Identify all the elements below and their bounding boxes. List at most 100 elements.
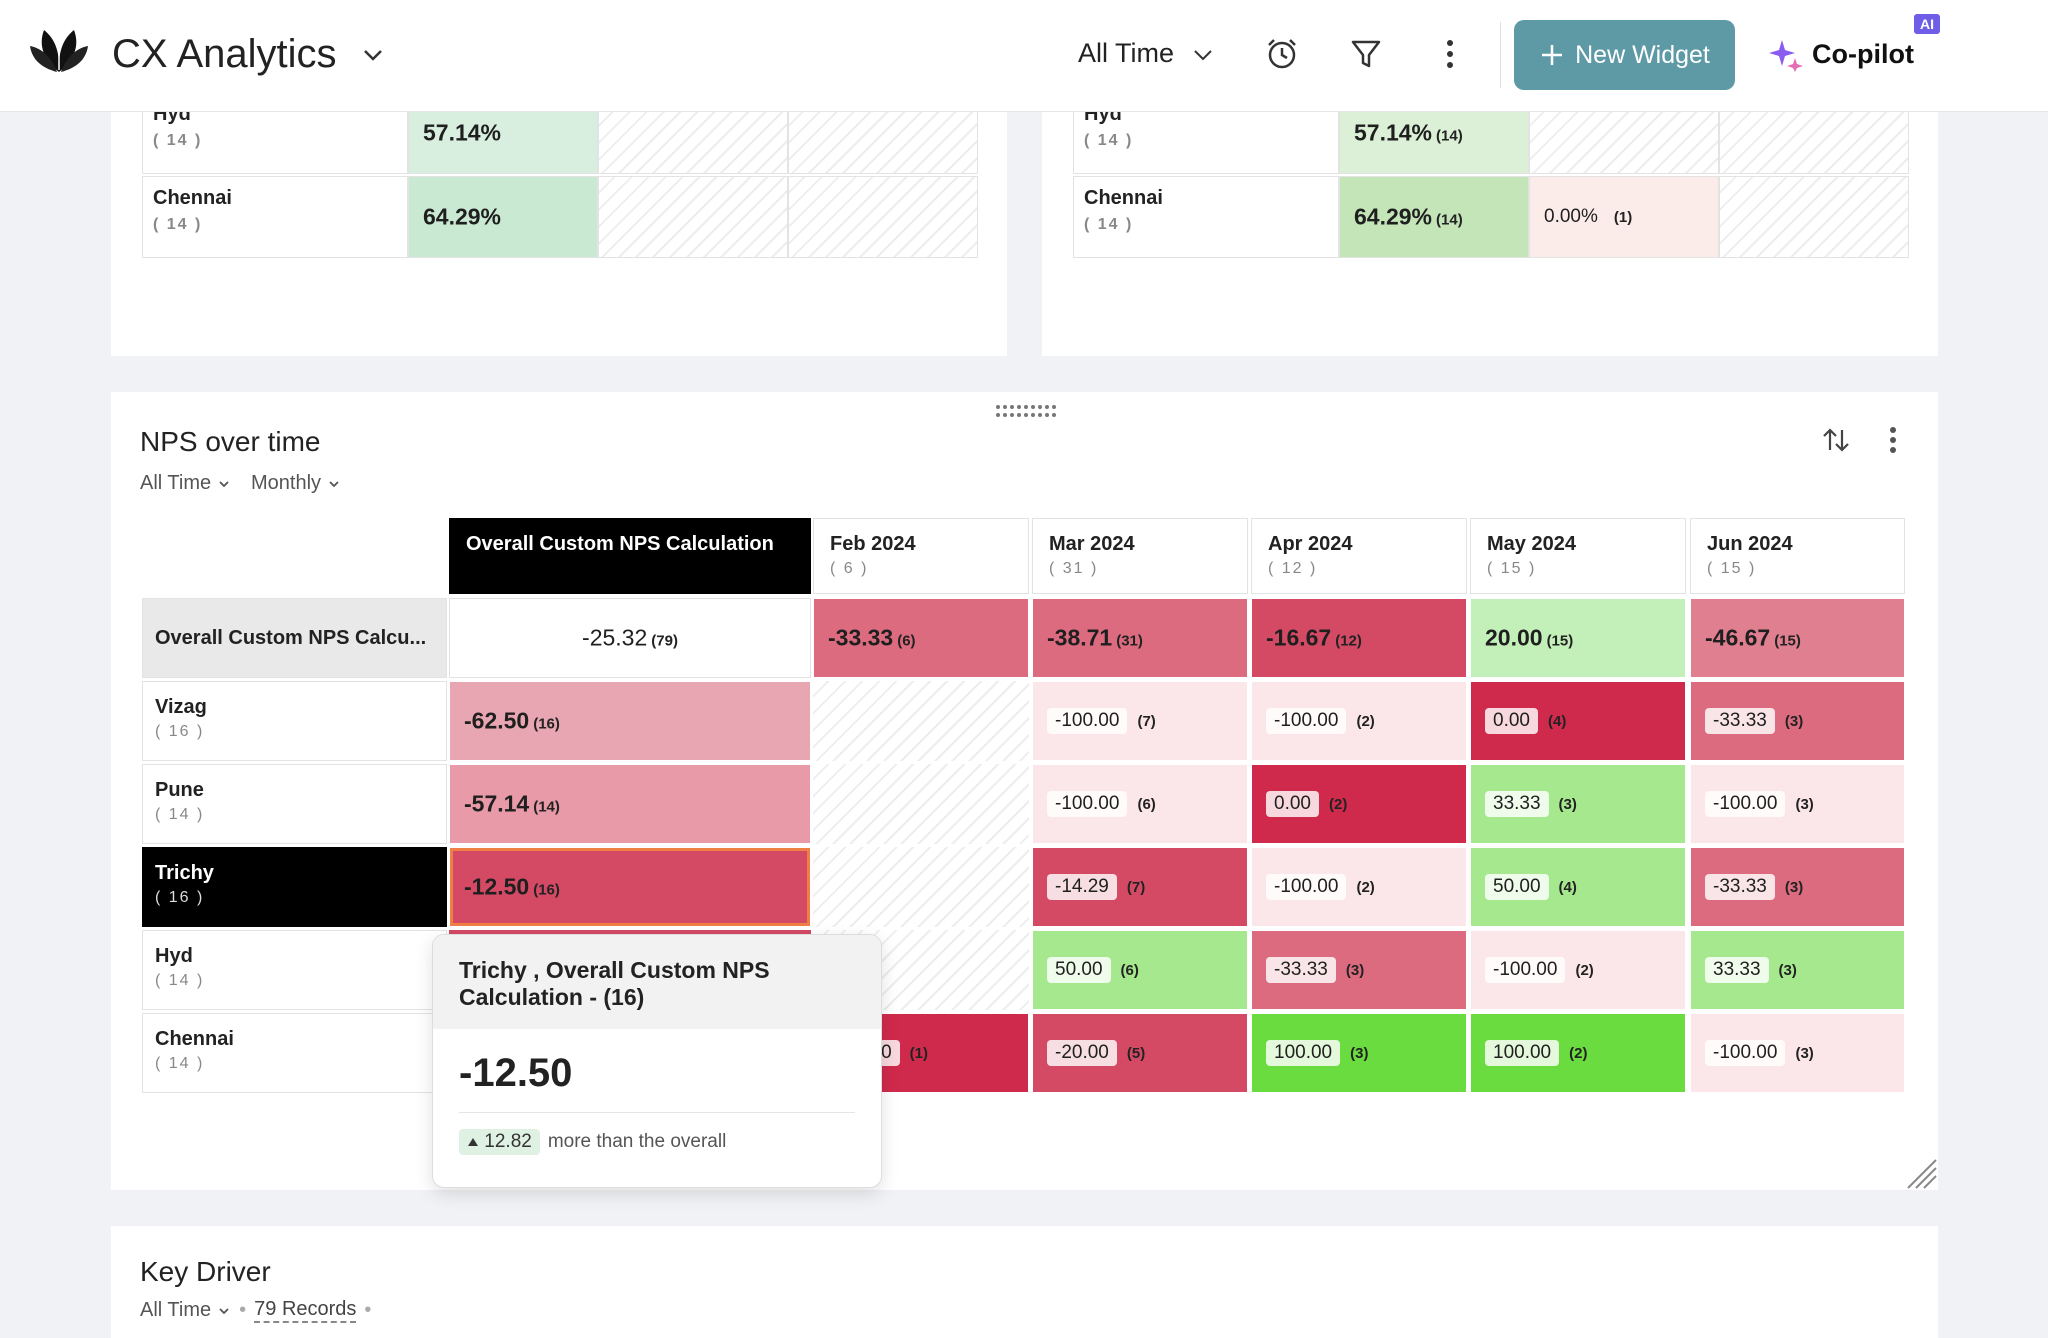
cell-count: (12) [1335, 632, 1362, 650]
row-header-overall[interactable]: Overall Custom NPS Calcu... [142, 598, 447, 678]
heatmap-cell[interactable]: -33.33 (6) [813, 598, 1029, 678]
cell-value: 64.29% [423, 203, 502, 230]
heatmap-cell[interactable]: -33.33 (3) [1690, 681, 1905, 761]
plus-icon [1542, 45, 1563, 65]
heatmap-cell[interactable]: -38.71 (31) [1032, 598, 1248, 678]
tooltip-value: -12.50 [459, 1051, 573, 1095]
heatmap-cell[interactable]: 33.33 (3) [1690, 930, 1905, 1010]
heatmap-cell[interactable]: 50.00 (4) [1470, 847, 1686, 927]
cell-value: 57.14% [1354, 119, 1433, 146]
tooltip-delta-badge: 12.82 [459, 1129, 540, 1155]
sort-icon[interactable] [1820, 424, 1852, 456]
column-header[interactable]: Jun 2024 ( 15 ) [1690, 518, 1905, 594]
heatmap-cell[interactable]: -62.50 (16) [449, 681, 811, 761]
cell-value: 100.00 [1485, 1040, 1560, 1066]
cell-count: (16) [533, 881, 560, 899]
heatmap-cell[interactable]: -20.00 (5) [1032, 1013, 1248, 1093]
row-header[interactable]: Chennai ( 14 ) [142, 1013, 447, 1093]
heatmap-cell[interactable]: 20.00 (15) [1470, 598, 1686, 678]
chevron-down-icon[interactable] [1190, 42, 1216, 68]
period-filter-dropdown[interactable]: Monthly [251, 472, 341, 495]
heatmap-cell[interactable]: 50.00 (6) [1032, 930, 1248, 1010]
value-cell[interactable]: 64.29% (14) [1339, 176, 1529, 258]
row-header[interactable]: Vizag ( 16 ) [142, 681, 447, 761]
column-header[interactable]: May 2024 ( 15 ) [1470, 518, 1686, 594]
cell-value: -100.00 [1266, 874, 1347, 900]
cell-count: (16) [533, 715, 560, 733]
cell-count: (3) [1795, 1045, 1814, 1062]
cell-count: (4) [1558, 879, 1577, 896]
row-count: ( 14 ) [1084, 132, 1134, 149]
cell-count: (2) [1356, 713, 1375, 730]
cell-value: 0.00 [1485, 708, 1538, 734]
heatmap-cell[interactable]: -33.33 (3) [1251, 930, 1467, 1010]
value-cell[interactable]: 0.00% (1) [1529, 176, 1719, 258]
time-filter-dropdown[interactable]: All Time [140, 472, 231, 495]
heatmap-cell[interactable]: -25.32 (79) [449, 598, 811, 678]
time-filter-dropdown[interactable]: All Time [140, 1299, 231, 1322]
app-title[interactable]: CX Analytics [112, 32, 337, 76]
heatmap-cell[interactable]: -100.00 (2) [1251, 847, 1467, 927]
cell-value: 33.33 [1705, 957, 1769, 983]
cell-value: 33.33 [1485, 791, 1549, 817]
heatmap-cell[interactable]: 100.00 (3) [1251, 1013, 1467, 1093]
heatmap-cell[interactable]: 33.33 (3) [1470, 764, 1686, 844]
more-vertical-icon[interactable] [1880, 424, 1906, 456]
heatmap-cell[interactable]: 0.00 (4) [1470, 681, 1686, 761]
heatmap-cell[interactable]: -100.00 (6) [1032, 764, 1248, 844]
cell-count: (7) [1126, 879, 1146, 896]
row-header[interactable]: Trichy ( 16 ) [142, 847, 447, 927]
cell-count: (79) [651, 632, 678, 650]
tooltip-title: Trichy , Overall Custom NPS Calculation … [433, 935, 881, 1029]
heatmap-cell[interactable]: -46.67 (15) [1690, 598, 1905, 678]
key-driver-widget [111, 1226, 1938, 1338]
row-count: ( 14 ) [1084, 216, 1134, 233]
heatmap-cell[interactable]: -100.00 (3) [1690, 764, 1905, 844]
cell-value: -12.50 [464, 873, 530, 900]
heatmap-cell[interactable]: -14.29 (7) [1032, 847, 1248, 927]
chevron-down-icon[interactable] [358, 40, 388, 70]
heatmap-cell[interactable]: 0.00 (2) [1251, 764, 1467, 844]
cell-count: (2) [1569, 1045, 1588, 1062]
row-header[interactable]: Pune ( 14 ) [142, 764, 447, 844]
table-row: Chennai ( 14 ) 64.29% (14) 0.00% (1) [1073, 176, 1909, 258]
heatmap-cell[interactable]: -16.67 (12) [1251, 598, 1467, 678]
column-header[interactable]: Apr 2024 ( 12 ) [1251, 518, 1467, 594]
column-header[interactable]: Mar 2024 ( 31 ) [1032, 518, 1248, 594]
cell-count: (15) [1774, 632, 1801, 650]
column-header[interactable]: Feb 2024 ( 6 ) [813, 518, 1029, 594]
heatmap-cell[interactable]: -100.00 (3) [1690, 1013, 1905, 1093]
global-time-filter[interactable]: All Time [1078, 38, 1175, 68]
heatmap-cell[interactable]: -100.00 (2) [1470, 930, 1686, 1010]
more-vertical-icon[interactable] [1432, 36, 1468, 72]
cell-value: -100.00 [1705, 1040, 1786, 1066]
heatmap-cell[interactable]: -12.50 (16) [449, 847, 811, 927]
cell-count: (3) [1795, 796, 1814, 813]
heatmap-cell[interactable]: -57.14 (14) [449, 764, 811, 844]
row-header: Chennai ( 14 ) [142, 176, 408, 258]
time-filter-label: All Time [140, 1299, 212, 1321]
empty-cell [813, 847, 1029, 927]
cell-value: -33.33 [828, 624, 894, 651]
heatmap-cell[interactable]: -100.00 (7) [1032, 681, 1248, 761]
new-widget-button[interactable]: New Widget [1514, 20, 1735, 90]
cell-count: (3) [1350, 1045, 1369, 1062]
heatmap-cell[interactable]: -33.33 (3) [1690, 847, 1905, 927]
heatmap-cell[interactable]: -100.00 (2) [1251, 681, 1467, 761]
heatmap-cell[interactable]: 100.00 (2) [1470, 1013, 1686, 1093]
overall-column-header[interactable]: Overall Custom NPS Calculation [449, 518, 811, 594]
widget-title: NPS over time [140, 426, 321, 457]
tooltip-divider [459, 1112, 855, 1113]
records-link[interactable]: 79 Records [254, 1298, 357, 1323]
alarm-clock-icon[interactable] [1264, 36, 1300, 72]
cell-count: (1) [909, 1045, 928, 1062]
copilot-button[interactable]: Co-pilot [1768, 36, 1914, 72]
column-label: Jun 2024 [1707, 533, 1793, 555]
drag-handle-icon[interactable] [994, 402, 1056, 420]
cell-value: -38.71 [1047, 624, 1113, 651]
resize-handle-icon[interactable] [1904, 1156, 1938, 1190]
row-header[interactable]: Hyd ( 14 ) [142, 930, 447, 1010]
cell-value: 100.00 [1266, 1040, 1341, 1066]
filter-icon[interactable] [1348, 36, 1384, 72]
value-cell[interactable]: 64.29% [408, 176, 598, 258]
